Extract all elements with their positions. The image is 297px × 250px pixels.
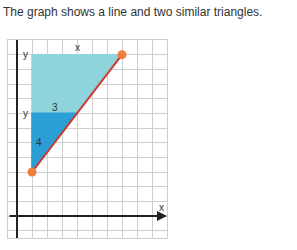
svg-text:4: 4: [36, 137, 42, 148]
svg-text:y: y: [23, 108, 28, 119]
svg-text:The graph shows a line and two: The graph shows a line and two similar t…: [3, 5, 262, 19]
svg-text:x: x: [75, 42, 80, 53]
svg-text:3: 3: [52, 102, 58, 113]
svg-text:x: x: [159, 202, 164, 213]
svg-text:y: y: [23, 49, 28, 60]
